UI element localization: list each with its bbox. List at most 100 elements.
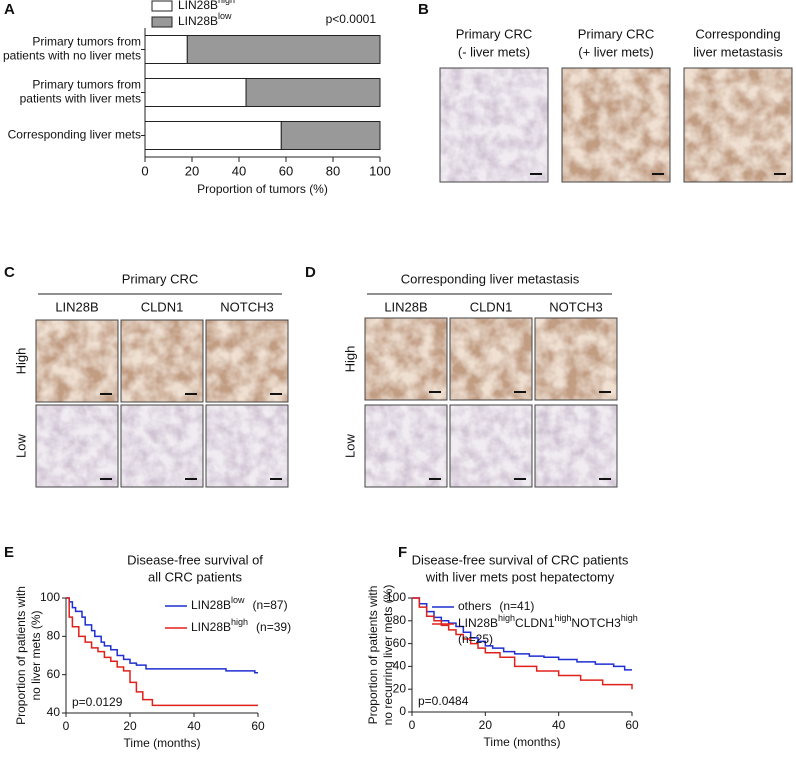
y-axis-label: Proportion of patients with [14,586,28,725]
x-tick-label: 60 [251,719,265,733]
superscript: high [218,0,235,5]
legend-n: (n=25) [458,632,493,646]
x-tick-label: 0 [409,718,416,732]
chart-title: Disease-free survival of CRC patients [412,552,629,567]
column-label: CLDN1 [470,299,513,314]
micrograph [439,67,549,183]
label-part: LIN28B [191,620,231,634]
micrograph [205,319,289,403]
micrograph [35,319,119,403]
panel-letter: D [305,264,316,281]
y-tick-label: 80 [47,629,61,643]
chart-title: all CRC patients [148,569,242,584]
image-frame [364,404,448,488]
y-tick-label: 100 [40,590,60,604]
y-tick-label: 40 [393,659,407,673]
legend-swatch [151,0,173,12]
row-label: Low [13,433,28,457]
annotation: p<0.0001 [326,12,377,26]
x-tick-label: 0 [141,163,148,178]
x-axis-label: Proportion of tumors (%) [197,182,328,196]
label-part: NOTCH3 [571,616,621,630]
tissue-image [562,68,670,182]
column-label: LIN28B [55,299,98,314]
y-tick-label: 60 [393,636,407,650]
panel-letter: C [4,264,15,281]
chart-title: with liver mets post hepatectomy [425,569,615,584]
tissue-image [365,405,447,487]
category-label: Primary tumors from [32,35,141,49]
image-frame [120,404,204,488]
image-frame [449,317,533,401]
category-label: Corresponding liver mets [8,128,141,142]
micrograph [534,404,618,488]
y-tick-label: 100 [386,590,406,604]
label-part: LIN28B [191,598,231,612]
category-label: patients with liver mets [20,92,141,106]
tissue-image [535,318,617,400]
image-frame [449,404,533,488]
superscript: high [231,617,248,627]
bar-segment [245,78,381,107]
image-caption: Primary CRC [456,26,533,41]
tissue-image [36,320,118,402]
row-label: Low [342,433,357,457]
image-frame [364,317,448,401]
row-label: High [342,346,357,373]
label-part: LIN28B [178,14,218,28]
panel-header: Corresponding liver metastasis [401,271,580,286]
y-axis-label: Proportion of patients with [366,586,380,725]
bar-segment [144,35,188,64]
image-frame [534,404,618,488]
x-tick-label: 20 [479,718,493,732]
x-tick-label: 40 [232,163,246,178]
x-tick-label: 20 [123,719,137,733]
tissue-image [121,320,203,402]
superscript: high [621,613,638,623]
image-frame [683,67,793,183]
micrograph [120,319,204,403]
label-part: CLDN1 [515,616,555,630]
micrograph [449,317,533,401]
survival-curve [412,597,632,671]
y-tick-label: 60 [47,667,61,681]
bar-segment [144,121,282,150]
panel-letter: E [4,544,14,561]
p-value: p=0.0484 [418,694,469,708]
column-label: NOTCH3 [220,299,273,314]
image-caption: (- liver mets) [458,44,530,59]
y-tick-label: 80 [393,613,407,627]
bar-segment [280,121,381,150]
tissue-image [684,68,792,182]
tissue-image [535,405,617,487]
tissue-image [450,318,532,400]
legend-n: (n=87) [253,598,288,612]
micrograph [364,317,448,401]
row-label: High [13,348,28,375]
image-caption: Corresponding [695,26,780,41]
tissue-image [365,318,447,400]
y-tick-label: 0 [399,704,406,718]
column-label: CLDN1 [141,299,184,314]
image-frame [561,67,671,183]
micrograph [561,67,671,183]
x-tick-label: 0 [63,719,70,733]
tissue-image [450,405,532,487]
image-frame [35,319,119,403]
tissue-image [121,405,203,487]
chart-title: Disease-free survival of [127,552,263,567]
x-tick-label: 80 [326,163,340,178]
survival-curve [66,597,258,707]
y-axis-label: no liver mets (%) [29,610,43,700]
micrograph [449,404,533,488]
y-tick-label: 40 [47,705,61,719]
micrograph [120,404,204,488]
p-value: p=0.0129 [72,695,123,709]
x-tick-label: 40 [187,719,201,733]
column-label: LIN28B [384,299,427,314]
image-frame [534,317,618,401]
image-frame [35,404,119,488]
panel-letter: F [398,544,407,561]
column-label: NOTCH3 [549,299,602,314]
